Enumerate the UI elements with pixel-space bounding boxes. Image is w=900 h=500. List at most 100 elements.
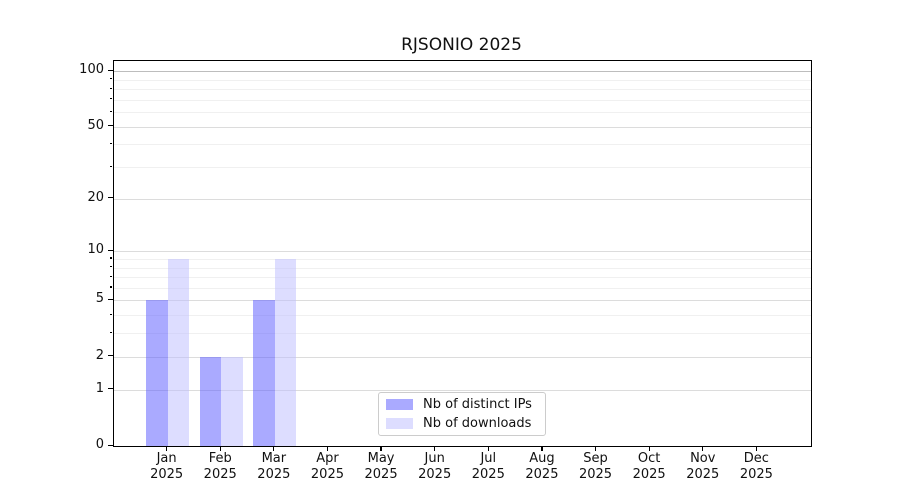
legend-label-ips: Nb of distinct IPs xyxy=(423,397,532,412)
x-axis-tick xyxy=(702,446,704,451)
legend: Nb of distinct IPs Nb of downloads xyxy=(378,392,546,436)
y-axis-tick xyxy=(107,249,113,251)
gridline-minor xyxy=(114,99,811,101)
x-tick-label-oct: Oct 2025 xyxy=(619,451,679,482)
x-tick-year: 2025 xyxy=(203,466,237,482)
x-tick-label-jun: Jun 2025 xyxy=(405,451,465,482)
x-tick-month: Nov xyxy=(690,451,716,466)
y-axis-tick xyxy=(107,298,113,301)
x-tick-year: 2025 xyxy=(525,466,559,482)
x-tick-month: Dec xyxy=(743,451,769,466)
x-tick-label-dec: Dec 2025 xyxy=(726,451,786,482)
bar-jan-downloads xyxy=(167,258,190,446)
gridline-major xyxy=(114,126,811,128)
y-axis-minor-tick xyxy=(109,142,113,145)
x-tick-year: 2025 xyxy=(364,466,398,482)
x-tick-label-jul: Jul 2025 xyxy=(458,451,518,482)
gridline-minor xyxy=(114,287,811,289)
y-axis-tick-label: 10 xyxy=(87,242,104,258)
gridline-minor xyxy=(114,277,811,279)
y-axis-minor-tick xyxy=(109,87,113,89)
bar-feb-ips xyxy=(199,356,222,446)
x-tick-year: 2025 xyxy=(150,466,184,482)
x-tick-label-nov: Nov 2025 xyxy=(673,451,733,482)
y-axis-minor-tick xyxy=(109,257,113,259)
y-axis-tick-label: 0 xyxy=(95,437,104,452)
x-axis-tick xyxy=(755,446,757,451)
y-axis-minor-tick xyxy=(109,266,113,268)
y-axis-minor-tick xyxy=(109,98,113,100)
y-axis-tick-label: 50 xyxy=(87,117,104,133)
y-axis-tick-label: 20 xyxy=(87,189,104,205)
gridline-major xyxy=(114,356,811,358)
gridline-minor xyxy=(114,167,811,169)
x-tick-month: Oct xyxy=(637,451,661,466)
y-axis-tick xyxy=(107,444,113,446)
bar-jan-ips xyxy=(146,300,168,446)
x-tick-label-apr: Apr 2025 xyxy=(297,451,357,482)
gridline-major xyxy=(114,300,811,302)
legend-row-downloads: Nb of downloads xyxy=(386,416,545,431)
y-axis-minor-tick xyxy=(109,313,113,315)
x-tick-month: Jun xyxy=(424,451,445,466)
x-axis-tick xyxy=(326,446,329,451)
y-axis-tick xyxy=(107,355,113,357)
y-axis-tick-label: 1 xyxy=(95,380,104,396)
y-axis-tick-label: 5 xyxy=(95,291,104,307)
y-axis-minor-tick xyxy=(109,286,113,288)
gridline-minor xyxy=(114,267,811,269)
y-axis-minor-tick xyxy=(109,331,113,334)
y-axis-tick xyxy=(107,388,113,390)
x-tick-year: 2025 xyxy=(632,466,666,482)
x-tick-year: 2025 xyxy=(471,466,505,482)
x-tick-month: Aug xyxy=(529,451,555,466)
y-axis-tick xyxy=(107,125,113,127)
x-tick-month: Jan xyxy=(156,451,177,466)
x-tick-year: 2025 xyxy=(418,466,452,482)
gridline-minor xyxy=(114,315,811,317)
x-tick-label-jan: Jan 2025 xyxy=(137,451,197,482)
gridline-major xyxy=(114,251,811,253)
gridline-major xyxy=(114,71,811,73)
gridline-minor xyxy=(114,79,811,81)
x-tick-month: Sep xyxy=(583,451,608,466)
x-tick-label-may: May 2025 xyxy=(351,451,411,482)
x-tick-year: 2025 xyxy=(257,466,291,482)
x-axis-tick xyxy=(380,446,382,451)
x-axis-tick xyxy=(434,446,436,451)
x-tick-label-mar: Mar 2025 xyxy=(244,451,304,482)
x-tick-label-aug: Aug 2025 xyxy=(512,451,572,482)
x-tick-month: Apr xyxy=(316,451,339,466)
gridline-minor xyxy=(114,258,811,260)
y-axis-minor-tick xyxy=(109,110,113,112)
y-axis-tick-label: 100 xyxy=(79,62,104,78)
bar-feb-downloads xyxy=(221,356,243,446)
x-tick-month: May xyxy=(367,451,395,466)
bar-mar-ips xyxy=(253,300,275,446)
x-axis-tick xyxy=(487,446,489,451)
x-tick-year: 2025 xyxy=(739,466,773,482)
x-axis-tick xyxy=(648,446,650,451)
x-tick-year: 2025 xyxy=(310,466,344,482)
gridline-major xyxy=(114,389,811,391)
x-tick-month: Jul xyxy=(480,451,497,466)
x-axis-tick xyxy=(166,446,168,451)
x-axis-tick xyxy=(541,446,543,451)
x-tick-month: Mar xyxy=(261,451,287,466)
legend-label-downloads: Nb of downloads xyxy=(423,416,532,431)
y-axis-minor-tick xyxy=(109,275,113,277)
x-axis-tick xyxy=(594,446,597,451)
gridline-minor xyxy=(114,112,811,114)
x-tick-label-feb: Feb 2025 xyxy=(190,451,250,482)
chart-title: RJSONIO 2025 xyxy=(401,35,522,55)
y-axis-tick xyxy=(107,69,113,71)
plot-area xyxy=(113,60,812,447)
x-tick-year: 2025 xyxy=(578,466,613,482)
legend-swatch-downloads xyxy=(386,418,413,429)
gridline-minor xyxy=(114,144,811,146)
y-axis-tick-label: 2 xyxy=(95,347,104,363)
gridline-major xyxy=(114,198,811,200)
legend-swatch-ips xyxy=(386,399,413,410)
y-axis-tick xyxy=(107,197,113,199)
